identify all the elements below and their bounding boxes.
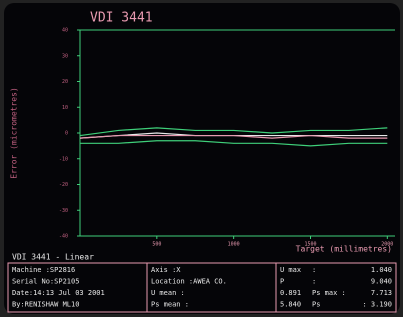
- page: VDI 3441 Error (micrometres) Target (mil…: [0, 0, 403, 317]
- info-cell: Date:14:13 Jul 03 2001: [12, 289, 105, 297]
- y-tick-label: 20: [62, 79, 68, 85]
- info-cell: : 3.190: [362, 301, 392, 309]
- info-cell: 7.713: [371, 289, 392, 297]
- x-tick-label: 1000: [228, 242, 240, 248]
- y-tick-label: 0: [65, 131, 68, 137]
- x-tick-label: 1500: [304, 242, 316, 248]
- info-cell: :: [312, 266, 316, 274]
- info-cell: By:RENISHAW ML10: [12, 301, 79, 309]
- info-cell: 5.840: [280, 301, 301, 309]
- subtitle: VDI 3441 - Linear: [12, 253, 94, 262]
- y-tick-label: 40: [62, 28, 68, 34]
- info-cell: Location :AWEA CO.: [151, 278, 227, 286]
- info-cell: Ps max :: [312, 289, 346, 297]
- y-tick-label: 10: [62, 105, 68, 111]
- y-tick-label: -10: [59, 156, 68, 162]
- info-cell: Machine :SP2816: [12, 266, 75, 274]
- chart-title: VDI 3441: [90, 11, 153, 26]
- info-cell: P: [280, 278, 284, 286]
- info-cell: :: [312, 278, 316, 286]
- info-cell: U max: [280, 266, 301, 274]
- info-cell: 9.040: [371, 278, 392, 286]
- screen: VDI 3441 Error (micrometres) Target (mil…: [0, 0, 403, 317]
- info-cell: Serial No:SP2105: [12, 278, 79, 286]
- y-tick-label: -30: [59, 208, 68, 214]
- info-cell: 0.891: [280, 289, 301, 297]
- info-cell: Ps mean :: [151, 301, 189, 309]
- info-cell: Ps: [312, 301, 320, 309]
- x-tick-label: 500: [152, 242, 161, 248]
- y-tick-label: -20: [59, 182, 68, 188]
- y-tick-label: 30: [62, 53, 68, 59]
- x-tick-label: 2000: [381, 242, 393, 248]
- info-cell: U mean :: [151, 289, 185, 297]
- info-cell: 1.040: [371, 266, 392, 274]
- y-axis-label: Error (micrometres): [10, 87, 19, 179]
- y-tick-label: -40: [59, 234, 68, 240]
- info-cell: Axis :X: [151, 266, 181, 274]
